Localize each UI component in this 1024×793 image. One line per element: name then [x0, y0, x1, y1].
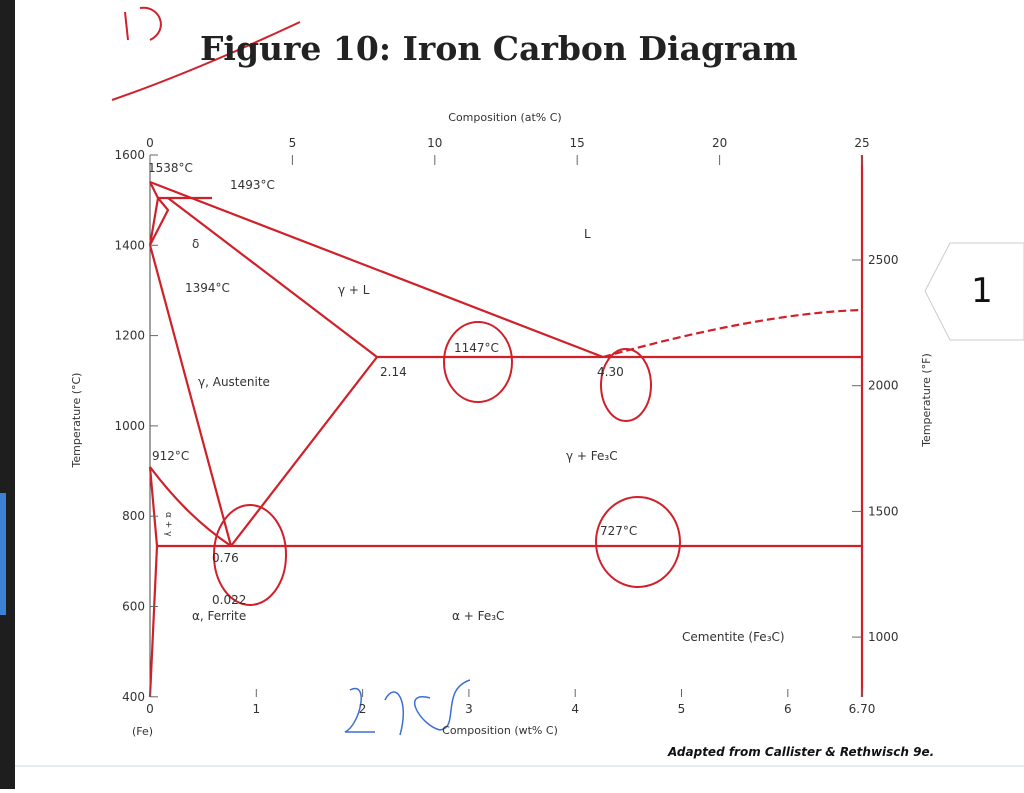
axis-title: Composition (at% C)	[448, 111, 561, 124]
tick-label: 400	[122, 690, 145, 704]
region-label: 0.76	[212, 551, 239, 565]
region-label: δ	[192, 237, 199, 251]
tick-label: 1200	[114, 329, 145, 343]
tick-label: 1500	[868, 504, 899, 518]
tick-label: 1000	[868, 630, 899, 644]
origin-label: (Fe)	[132, 725, 153, 738]
tick-label: 1600	[114, 148, 145, 162]
tick-label: 6.70	[849, 702, 876, 716]
tick-label: 25	[854, 136, 869, 150]
tick-label: 6	[784, 702, 792, 716]
handwriting	[111, 6, 301, 101]
side-marker	[0, 493, 6, 615]
region-label: α + γ	[163, 512, 173, 537]
tick-label: 800	[122, 509, 145, 523]
region-label: γ + L	[338, 283, 370, 297]
credit: Adapted from Callister & Rethwisch 9e.	[667, 745, 934, 759]
annotation-circles	[213, 321, 681, 606]
region-label: 1394°C	[185, 281, 230, 295]
region-label: 912°C	[152, 449, 189, 463]
region-label: α + Fe₃C	[452, 609, 504, 623]
title: Figure 10: Iron Carbon Diagram	[200, 29, 798, 68]
tick-label: 20	[712, 136, 727, 150]
region-label: γ + Fe₃C	[566, 449, 618, 463]
region-label: L	[584, 227, 591, 241]
region-label: 4.30	[597, 365, 624, 379]
tick-label: 4	[571, 702, 579, 716]
tick-label: 3	[465, 702, 473, 716]
region-label: 1493°C	[230, 178, 275, 192]
region-label: 1538°C	[148, 161, 193, 175]
page-tab[interactable]	[924, 242, 1024, 341]
side-bar	[0, 0, 15, 789]
tick-label: 15	[570, 136, 585, 150]
region-label: 1147°C	[454, 341, 499, 355]
tick-label: 1400	[114, 238, 145, 252]
tick-label: 0	[146, 136, 154, 150]
region-label: 727°C	[600, 524, 637, 538]
tick-label: 5	[289, 136, 297, 150]
axis-title: Composition (wt% C)	[442, 724, 558, 737]
tick-label: 0	[146, 702, 154, 716]
region-label: 0.022	[212, 593, 246, 607]
region-label: 2.14	[380, 365, 407, 379]
region-label: γ, Austenite	[198, 375, 270, 389]
tick-label: 1000	[114, 419, 145, 433]
region-label: α, Ferrite	[192, 609, 246, 623]
phase-lines	[148, 180, 863, 698]
axis-title: Temperature (°C)	[70, 373, 83, 469]
axis-title: Temperature (°F)	[920, 353, 933, 448]
tick-label: 2500	[868, 253, 899, 267]
handwriting	[344, 679, 471, 736]
region-label: Cementite (Fe₃C)	[682, 630, 785, 644]
page-number: 1	[971, 271, 993, 311]
tick-label: 600	[122, 600, 145, 614]
tick-label: 2	[359, 702, 367, 716]
tick-label: 2000	[868, 379, 899, 393]
tick-label: 10	[427, 136, 442, 150]
tick-label: 5	[678, 702, 686, 716]
tick-label: 1	[252, 702, 260, 716]
